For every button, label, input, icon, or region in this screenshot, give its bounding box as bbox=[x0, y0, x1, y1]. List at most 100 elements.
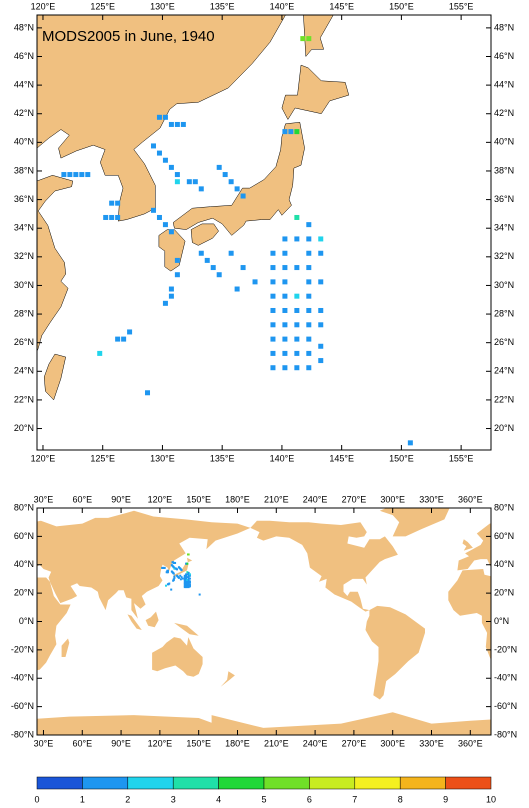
observation-cell bbox=[318, 236, 324, 242]
observation-cell bbox=[186, 562, 189, 565]
y-tick-label: 40°N bbox=[14, 137, 34, 147]
colorbar-segment bbox=[127, 776, 174, 790]
x-tick-label: 130°E bbox=[150, 453, 175, 463]
observation-cell bbox=[294, 307, 300, 313]
observation-cell bbox=[300, 36, 306, 42]
landmass bbox=[43, 353, 66, 401]
landmass bbox=[250, 520, 398, 612]
observation-cell bbox=[270, 365, 276, 371]
observation-cell bbox=[187, 580, 190, 583]
observation-cell bbox=[172, 572, 175, 575]
observation-cell bbox=[187, 571, 190, 574]
colorbar-segment bbox=[82, 776, 129, 790]
y-tick-label: 28°N bbox=[14, 308, 34, 318]
observation-cell bbox=[240, 265, 246, 271]
y-tick-label: 30°N bbox=[494, 280, 514, 290]
observations bbox=[61, 36, 413, 446]
observations bbox=[161, 553, 201, 596]
observation-cell bbox=[183, 584, 186, 587]
observation-cell bbox=[61, 172, 67, 178]
colorbar: 0 1 2 3 4 5 6 7 8 9 10 bbox=[34, 776, 496, 804]
observation-cell bbox=[187, 573, 190, 576]
observation-cell bbox=[282, 365, 288, 371]
observation-cell bbox=[294, 336, 300, 342]
observation-cell bbox=[187, 583, 190, 586]
observation-cell bbox=[168, 229, 174, 235]
y-tick-label: 24°N bbox=[494, 366, 514, 376]
landmass bbox=[127, 614, 142, 630]
observation-cell bbox=[174, 121, 180, 127]
y-tick-label: 44°N bbox=[14, 79, 34, 89]
observation-cell bbox=[270, 350, 276, 356]
y-tick-label: 32°N bbox=[14, 251, 34, 261]
colorbar-tick-label: 4 bbox=[216, 794, 221, 804]
y-tick-label: 28°N bbox=[494, 308, 514, 318]
colorbar-tick-label: 3 bbox=[171, 794, 176, 804]
landmass bbox=[37, 715, 264, 735]
observation-cell bbox=[270, 322, 276, 328]
x-tick-label: 60°E bbox=[72, 494, 92, 504]
observation-cell bbox=[270, 293, 276, 299]
observation-cell bbox=[174, 272, 180, 278]
observation-cell bbox=[187, 579, 190, 582]
colorbar-tick-label: 0 bbox=[34, 794, 39, 804]
observation-cell bbox=[186, 579, 189, 582]
observation-cell bbox=[294, 129, 300, 135]
y-tick-label: 20°N bbox=[494, 588, 514, 598]
observation-cell bbox=[306, 307, 312, 313]
y-tick-label: 0°N bbox=[19, 616, 34, 626]
x-tick-label: 140°E bbox=[270, 453, 295, 463]
y-tick-label: 42°N bbox=[494, 108, 514, 118]
landmass bbox=[37, 577, 71, 671]
y-tick-label: 36°N bbox=[14, 194, 34, 204]
observation-cell bbox=[67, 172, 73, 178]
observation-cell bbox=[270, 307, 276, 313]
observation-cell bbox=[270, 336, 276, 342]
y-tick-label: 38°N bbox=[14, 165, 34, 175]
observation-cell bbox=[79, 172, 85, 178]
observation-cell bbox=[176, 568, 179, 571]
observation-cell bbox=[198, 186, 204, 192]
landmass bbox=[281, 64, 350, 121]
x-tick-label: 60°E bbox=[72, 738, 92, 748]
y-tick-label: -60°N bbox=[11, 701, 34, 711]
x-tick-label: 240°E bbox=[303, 738, 328, 748]
observation-cell bbox=[185, 580, 188, 583]
x-tick-label: 155°E bbox=[449, 1, 474, 11]
observation-cell bbox=[150, 207, 156, 213]
observation-cell bbox=[187, 586, 190, 589]
x-tick-label: 120°E bbox=[148, 494, 173, 504]
landmass bbox=[61, 638, 70, 657]
landmass bbox=[457, 523, 491, 571]
x-tick-label: 155°E bbox=[449, 453, 474, 463]
observation-cell bbox=[318, 279, 324, 285]
observation-cell bbox=[186, 576, 189, 579]
observation-cell bbox=[183, 583, 186, 586]
observation-cell bbox=[180, 569, 183, 572]
observation-cell bbox=[168, 582, 171, 585]
observation-cell bbox=[270, 265, 276, 271]
x-tick-label: 150°E bbox=[186, 494, 211, 504]
observation-cell bbox=[109, 200, 115, 206]
observation-cell bbox=[234, 186, 240, 192]
x-tick-label: 120°E bbox=[31, 1, 56, 11]
observation-cell bbox=[240, 193, 246, 199]
observation-cell bbox=[174, 561, 177, 564]
x-tick-label: 360°E bbox=[458, 738, 483, 748]
observation-cell bbox=[188, 574, 191, 577]
observation-cell bbox=[183, 579, 186, 582]
x-tick-label: 30°E bbox=[34, 494, 54, 504]
observation-cell bbox=[168, 121, 174, 127]
observation-cell bbox=[115, 214, 121, 220]
x-tick-label: 330°E bbox=[419, 738, 444, 748]
observation-cell bbox=[282, 293, 288, 299]
landmass bbox=[220, 671, 235, 687]
observation-cell bbox=[270, 250, 276, 256]
observation-cell bbox=[282, 265, 288, 271]
observation-cell bbox=[185, 586, 188, 589]
observation-cell bbox=[185, 573, 188, 576]
y-tick-label: 22°N bbox=[494, 394, 514, 404]
landmass bbox=[365, 605, 425, 700]
observation-cell bbox=[187, 553, 190, 556]
observation-cell bbox=[188, 581, 191, 584]
